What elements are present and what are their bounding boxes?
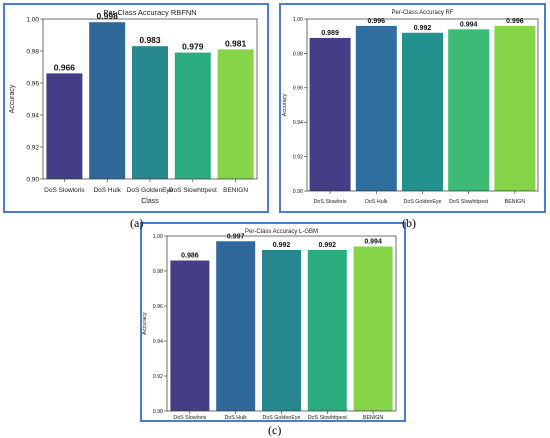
y-tick-label: 0.96 bbox=[26, 80, 39, 87]
x-tick-label: DoS Slowloris bbox=[44, 187, 85, 194]
y-tick-label: 0.98 bbox=[293, 51, 303, 57]
bar-dos-slowloris bbox=[170, 260, 210, 411]
x-tick-label: DoS Slowhttpest bbox=[449, 199, 489, 205]
y-tick-label: 0.94 bbox=[153, 339, 163, 345]
data-label: 0.966 bbox=[54, 62, 76, 72]
bar-benign bbox=[217, 49, 254, 180]
y-tick-label: 1.00 bbox=[153, 234, 163, 240]
chart-title: Per-Class Accuracy L-GBM bbox=[245, 229, 318, 235]
y-tick-label: 0.94 bbox=[293, 120, 303, 126]
plot-frame bbox=[306, 18, 539, 192]
x-tick-label: DoS GoldenEye bbox=[263, 415, 301, 420]
bar-dos-slowhttpest bbox=[448, 29, 490, 191]
data-label: 0.992 bbox=[414, 25, 432, 32]
x-tick-label: BENIGN bbox=[363, 415, 383, 420]
y-tick-label: 0.98 bbox=[26, 48, 39, 55]
y-tick-label: 1.00 bbox=[26, 16, 39, 23]
bar-dos-hulk bbox=[89, 22, 126, 180]
data-label: 0.998 bbox=[97, 11, 119, 21]
bar-dos-slowloris bbox=[46, 73, 83, 179]
bar-dos-slowloris bbox=[309, 37, 351, 191]
caption-b: (b) bbox=[402, 216, 416, 230]
y-tick-label: 0.90 bbox=[293, 189, 303, 195]
data-label: 0.994 bbox=[460, 21, 478, 28]
plot-frame bbox=[42, 18, 258, 180]
bar-dos-goldeneye bbox=[132, 46, 168, 180]
chart-panel-lgbm: Per-Class Accuracy L-GBM 0.90 0.92 0.94 0.96… bbox=[140, 222, 406, 422]
data-label: 0.989 bbox=[321, 30, 339, 37]
caption-c: (c) bbox=[268, 423, 282, 437]
y-tick-label: 0.96 bbox=[153, 304, 163, 310]
bar-dos-slowhttpest bbox=[174, 52, 211, 179]
data-label: 0.997 bbox=[227, 233, 245, 240]
chart-panel-rbfnn: Per-Class Accuracy RBFNN 0.90 0.92 0.94 0.96… bbox=[3, 3, 269, 213]
bar-benign bbox=[353, 246, 393, 411]
bar-benign bbox=[494, 25, 536, 191]
y-tick-label: 0.96 bbox=[293, 86, 303, 92]
data-label: 0.981 bbox=[225, 38, 247, 48]
y-tick-label: 0.94 bbox=[26, 112, 39, 119]
bar-dos-goldeneye bbox=[402, 32, 443, 191]
bar-dos-hulk bbox=[355, 25, 397, 191]
bar-dos-goldeneye bbox=[262, 250, 301, 411]
data-label: 0.996 bbox=[506, 18, 524, 25]
x-tick-label: DoS Hulk bbox=[225, 415, 248, 420]
y-tick-label: 0.92 bbox=[153, 374, 163, 380]
x-tick-label: DoS Hulk bbox=[365, 199, 388, 205]
x-tick-label: BENIGN bbox=[505, 199, 525, 205]
x-tick-label: DoS Slowloris bbox=[173, 415, 206, 420]
data-label: 0.986 bbox=[181, 253, 199, 260]
y-tick-label: 0.92 bbox=[26, 144, 39, 151]
data-label: 0.979 bbox=[182, 42, 204, 52]
data-label: 0.992 bbox=[273, 242, 291, 249]
chart-panel-rf: Per-Class Accuracy RF 0.90 0.92 0.94 0.96 0.9… bbox=[279, 3, 546, 213]
y-tick-label: 0.90 bbox=[26, 176, 39, 183]
x-tick-label: DoS Slowhttpest bbox=[308, 415, 348, 420]
caption-a: (a) bbox=[130, 216, 144, 230]
x-tick-label: DoS Hulk bbox=[93, 187, 121, 194]
data-label: 0.996 bbox=[368, 18, 386, 25]
data-label: 0.983 bbox=[139, 35, 161, 45]
bar-dos-hulk bbox=[216, 241, 256, 411]
x-axis-label: Class bbox=[141, 198, 159, 205]
y-tick-label: 0.92 bbox=[293, 154, 303, 160]
x-tick-label: DoS GoldenEye bbox=[404, 199, 442, 205]
x-tick-label: DoS Slowhttpest bbox=[169, 187, 217, 194]
y-tick-label: 1.00 bbox=[293, 17, 303, 23]
plot-frame bbox=[166, 235, 397, 412]
chart-title: Per-Class Accuracy RBFNN bbox=[103, 8, 196, 17]
y-tick-label: 0.98 bbox=[153, 269, 163, 275]
x-tick-label: DoS GoldenEye bbox=[127, 187, 174, 194]
y-axis-label: Accuracy bbox=[282, 93, 288, 116]
chart-svg-lgbm: Per-Class Accuracy L-GBM 0.90 0.92 0.94 0.96… bbox=[142, 229, 397, 420]
y-axis-label: Accuracy bbox=[142, 312, 148, 335]
y-tick-label: 0.90 bbox=[153, 409, 163, 415]
chart-title: Per-Class Accuracy RF bbox=[391, 10, 453, 16]
data-label: 0.992 bbox=[319, 242, 337, 249]
chart-svg-rf: Per-Class Accuracy RF 0.90 0.92 0.94 0.96 0.9… bbox=[282, 10, 539, 205]
data-label: 0.994 bbox=[364, 239, 382, 246]
bar-dos-slowhttpest bbox=[307, 250, 347, 411]
x-tick-label: BENIGN bbox=[223, 187, 248, 194]
chart-svg-rbfnn: Per-Class Accuracy RBFNN 0.90 0.92 0.94 0.96… bbox=[9, 8, 258, 205]
y-axis-label: Accuracy bbox=[9, 84, 16, 113]
x-tick-label: DoS Slowloris bbox=[314, 199, 347, 205]
